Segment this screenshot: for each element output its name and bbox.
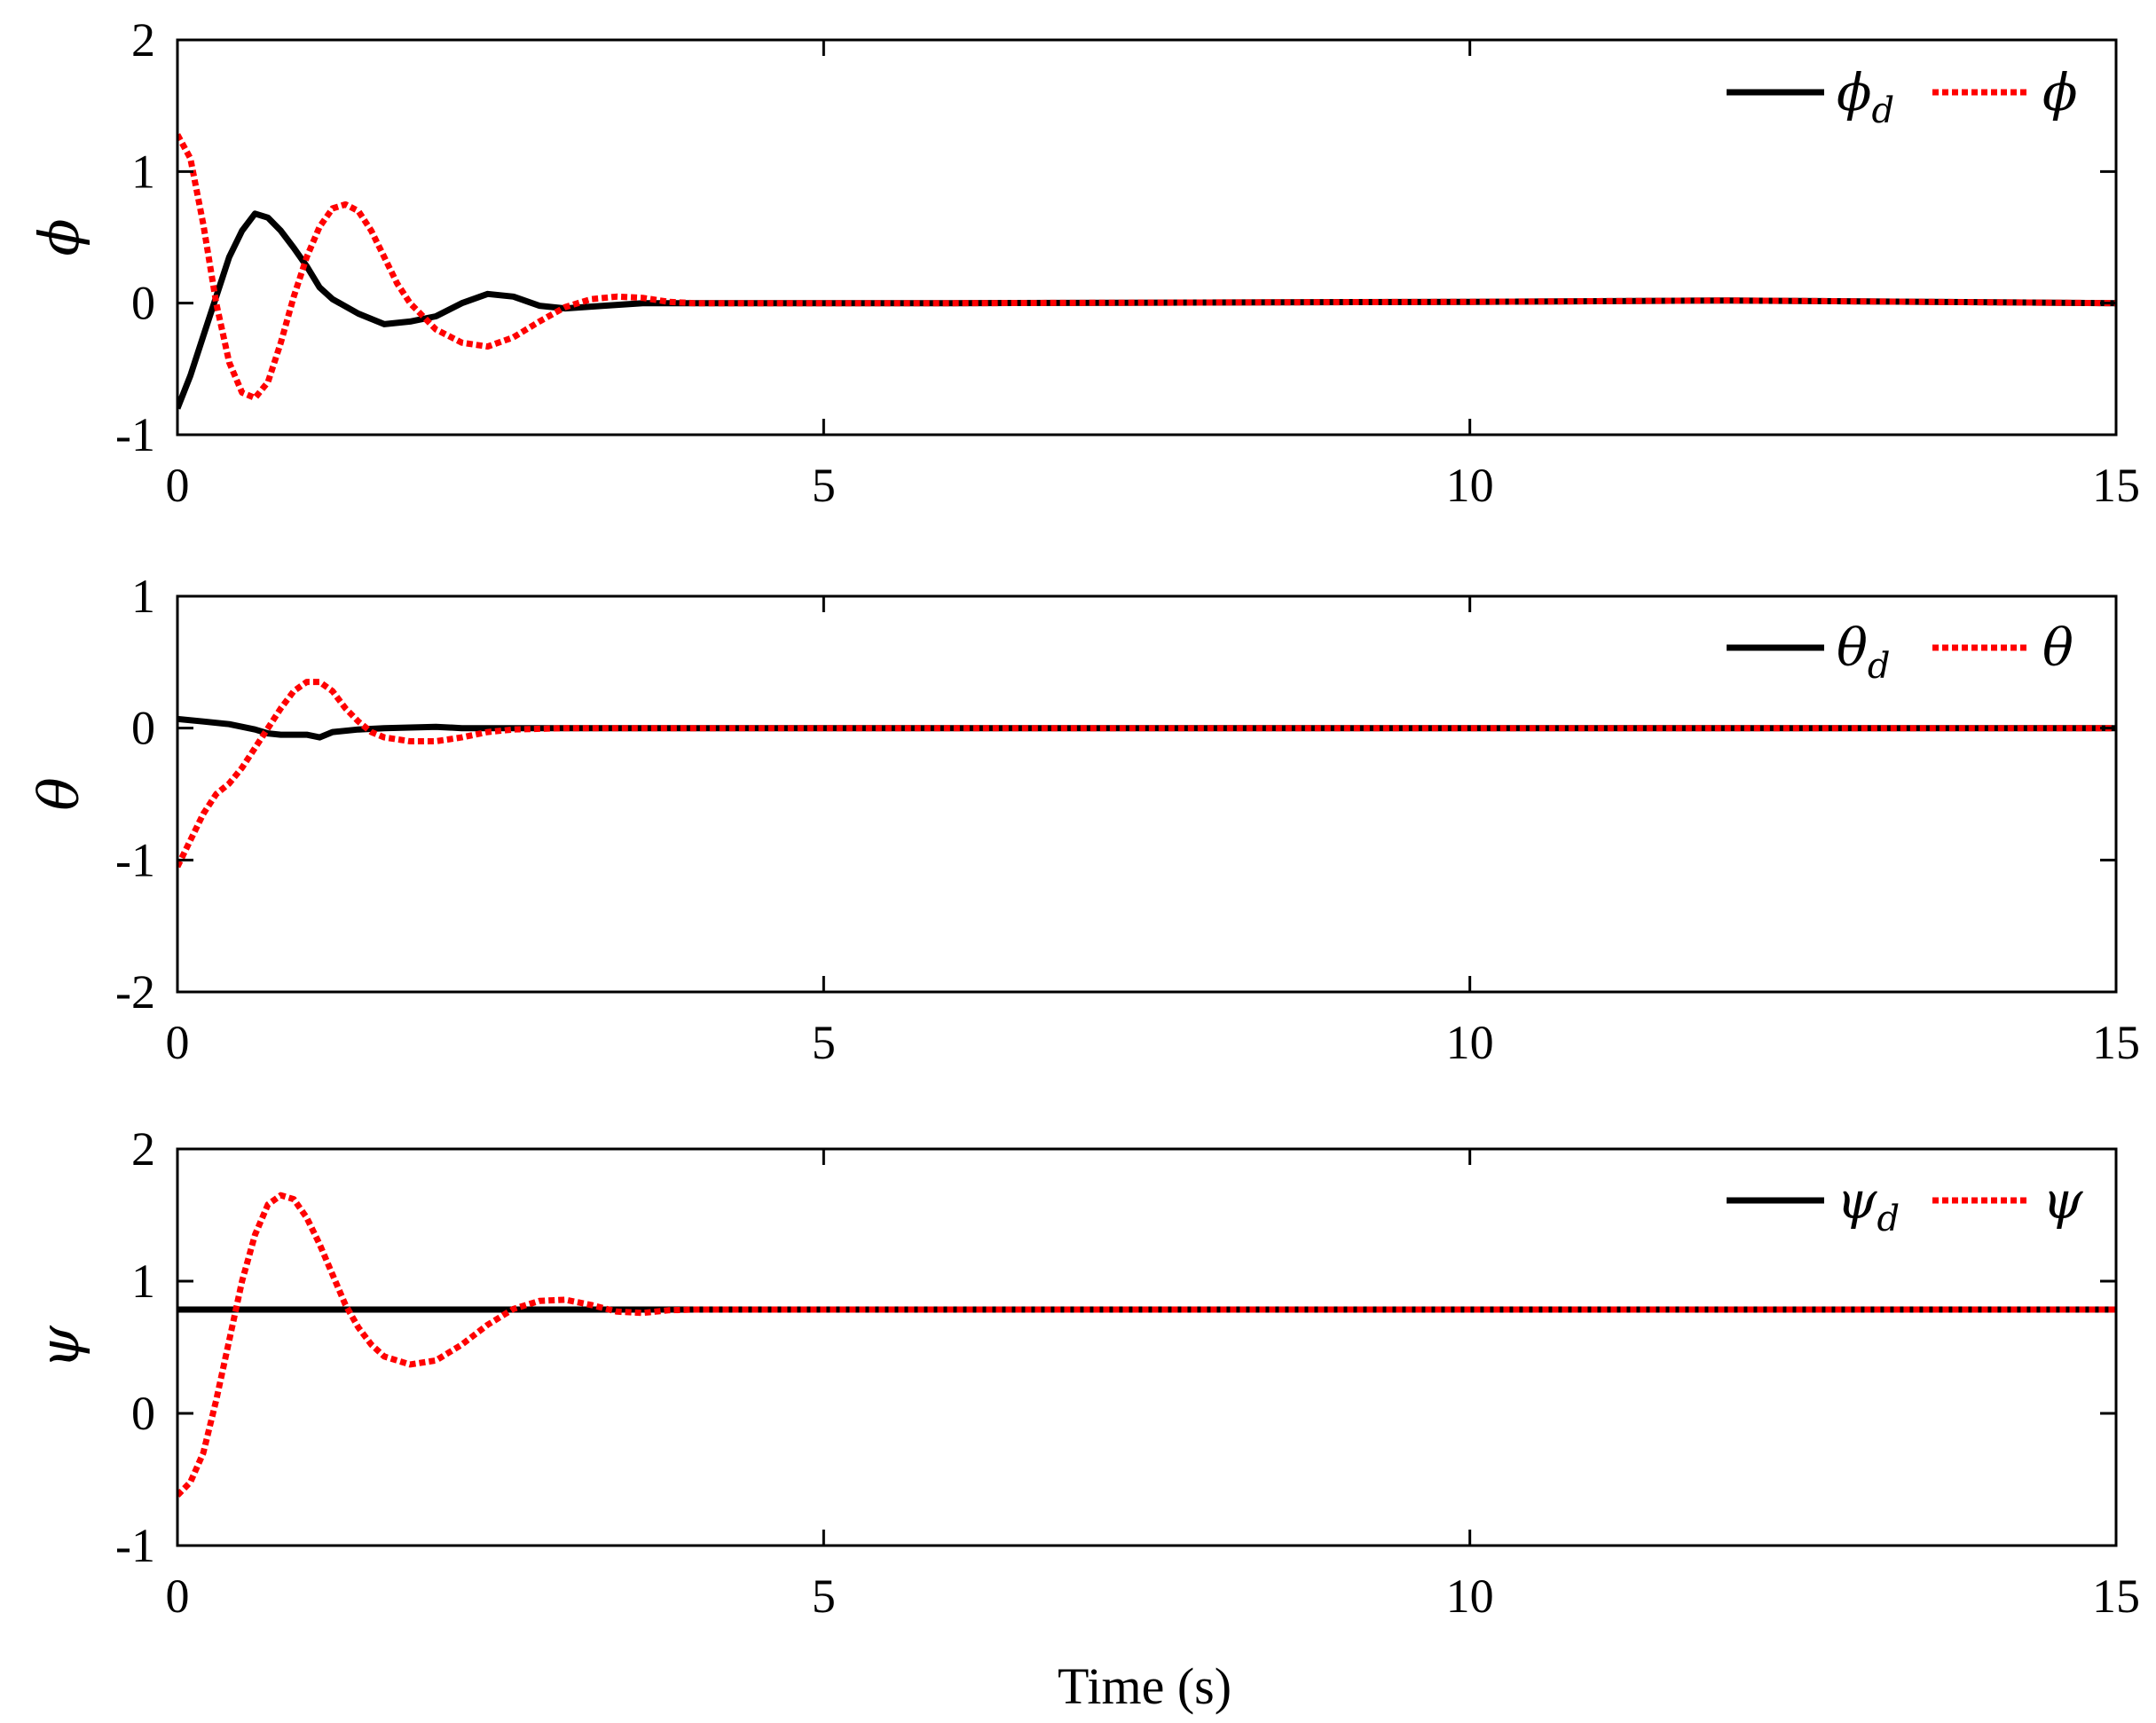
axes-frame <box>176 38 2118 437</box>
legend: ϕϕd <box>1727 62 2078 131</box>
series-lines <box>177 133 2116 410</box>
y-tick-label: 2 <box>131 13 155 67</box>
x-tick-label: 10 <box>1446 1016 1494 1069</box>
series-line-actual <box>177 679 2116 869</box>
series-line-actual <box>177 1192 2116 1498</box>
legend-label-main: ψ <box>1837 1170 1877 1231</box>
x-tick-label: 5 <box>812 1570 836 1623</box>
legend-label-subscript: d <box>1872 90 1895 131</box>
legend-label-main: ψ <box>2042 1170 2083 1231</box>
y-axis-label: ϕ <box>27 218 91 256</box>
series-lines <box>177 1192 2116 1498</box>
legend-label: ϕd <box>1837 62 1894 131</box>
x-tick-label: 5 <box>812 1016 836 1069</box>
legend-label-main: θ <box>2042 618 2073 678</box>
y-tick-label: 0 <box>131 277 155 330</box>
x-tick-label: 0 <box>166 1016 190 1069</box>
y-axis-label: ψ <box>27 1325 91 1369</box>
y-tick-label: 2 <box>131 1122 155 1176</box>
y-tick-label: -1 <box>115 833 155 886</box>
legend: θθd <box>1727 618 2073 687</box>
legend-label: ϕ <box>2042 62 2078 122</box>
y-tick-label: 0 <box>131 702 155 755</box>
series-lines <box>177 679 2116 869</box>
legend: ψψd <box>1727 1170 2083 1239</box>
x-tick-label: 15 <box>2092 1570 2140 1623</box>
series-line-desired <box>177 210 2116 410</box>
y-tick-label: -2 <box>115 965 155 1019</box>
x-tick-label: 15 <box>2092 459 2140 512</box>
y-tick-label: 1 <box>131 570 155 623</box>
x-tick-label: 0 <box>166 459 190 512</box>
y-axis-label: θ <box>27 777 91 810</box>
y-tick-label: 1 <box>131 145 155 198</box>
y-tick-label: -1 <box>115 408 155 461</box>
legend-label: θd <box>1837 618 1891 687</box>
x-tick-label: 10 <box>1446 459 1494 512</box>
y-tick-label: 0 <box>131 1387 155 1440</box>
x-tick-label: 0 <box>166 1570 190 1623</box>
x-axis-label: Time (s) <box>1058 1657 1231 1715</box>
axes-frame <box>176 594 2118 994</box>
x-tick-label: 5 <box>812 459 836 512</box>
legend-label: θ <box>2042 618 2073 678</box>
axes-frame <box>176 1147 2118 1547</box>
y-tick-label: -1 <box>115 1519 155 1572</box>
series-line-actual <box>177 133 2116 401</box>
legend-label-subscript: d <box>1868 646 1891 687</box>
legend-label-main: ϕ <box>2042 62 2078 122</box>
x-tick-label: 10 <box>1446 1570 1494 1623</box>
legend-label-subscript: d <box>1877 1199 1900 1239</box>
legend-label: ψ <box>2042 1170 2083 1231</box>
legend-label: ψd <box>1837 1170 1900 1239</box>
x-tick-label: 15 <box>2092 1016 2140 1069</box>
y-tick-label: 1 <box>131 1255 155 1308</box>
legend-label-main: ϕ <box>1837 62 1872 122</box>
legend-label-main: θ <box>1837 618 1868 678</box>
